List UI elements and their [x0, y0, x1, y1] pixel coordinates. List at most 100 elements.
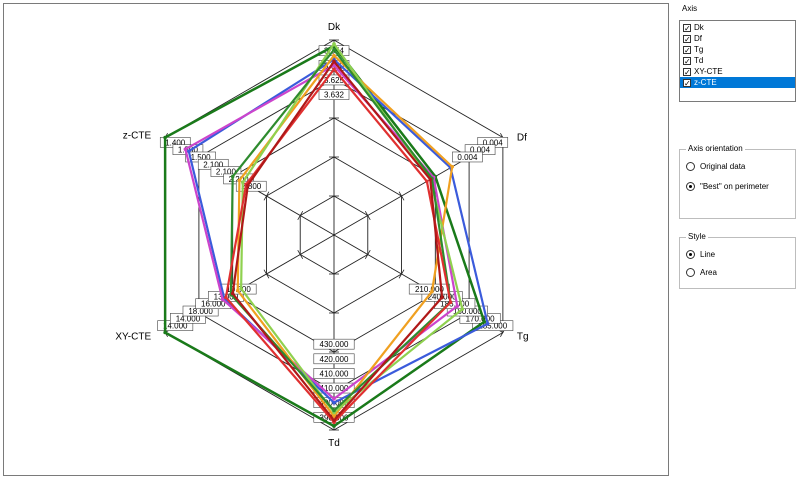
axis-value-box: [313, 368, 355, 379]
axis-tick: [398, 269, 405, 279]
orientation-original-radio[interactable]: Original data: [686, 162, 745, 171]
axis-tick: [364, 210, 371, 221]
axis-item-label: XY-CTE: [694, 67, 723, 76]
axis-value-label: 185.000: [440, 300, 469, 309]
style-area-radio[interactable]: Area: [686, 268, 717, 277]
axis-value-label: 210.000: [415, 285, 444, 294]
series-point: [332, 418, 336, 423]
axis-value-label: 410.000: [320, 384, 349, 393]
series-point: [230, 174, 235, 179]
axis-value-label: 1.400: [165, 138, 186, 147]
series-point: [440, 295, 444, 300]
axis-value-label: 18.000: [188, 307, 213, 316]
series-point: [163, 330, 167, 335]
series-point: [430, 289, 434, 294]
axis-value-label: 0.004: [457, 153, 478, 162]
axis-name-td: Td: [328, 438, 340, 449]
series-point: [186, 149, 191, 153]
series-point: [425, 179, 429, 184]
axis-tick: [297, 249, 304, 260]
axis-orientation-title: Axis orientation: [686, 144, 745, 153]
style-group: Style Line Area: [679, 232, 796, 289]
axis-value-label: 1.500: [191, 153, 212, 162]
axis-item-td[interactable]: ✓ Td: [680, 55, 795, 66]
axis-item-label: Dk: [694, 23, 704, 32]
axis-item-xy-cte[interactable]: ✓ XY-CTE: [680, 66, 795, 77]
radio-icon[interactable]: [686, 162, 695, 171]
axis-item-z-cte[interactable]: ✓ z-CTE: [680, 77, 795, 88]
series-point: [241, 180, 245, 185]
axis-tick: [263, 269, 270, 279]
chart-plot-area: 3.3543.3803.6253.6320.0040.0040.004185.0…: [3, 3, 669, 476]
axis-value-label: 2.100: [216, 168, 237, 177]
axis-item-label: Tg: [694, 45, 704, 54]
axis-value-label: 180.000: [453, 307, 482, 316]
axis-value-box: [313, 353, 355, 365]
axis-value-box: [452, 151, 483, 163]
series-point: [332, 400, 336, 405]
checkbox-icon[interactable]: ✓: [683, 45, 691, 55]
series-point: [183, 147, 188, 151]
style-line-radio[interactable]: Line: [686, 250, 715, 259]
axis-item-label: Df: [694, 34, 702, 43]
series-point: [235, 288, 240, 293]
axis-value-label: 3.625: [324, 76, 345, 85]
axis-name-xy-cte: XY-CTE: [115, 332, 151, 343]
checkbox-icon[interactable]: ✓: [683, 67, 691, 77]
series-point: [239, 286, 243, 291]
axis-panel-title: Axis: [682, 4, 698, 13]
radio-icon[interactable]: [686, 250, 695, 259]
series-point: [332, 59, 336, 64]
radar-chart: 3.3543.3803.6253.6320.0040.0040.004185.0…: [115, 22, 529, 449]
series-point: [332, 47, 336, 52]
orientation-best-radio[interactable]: "Best" on perimeter: [686, 182, 769, 191]
series-point: [482, 319, 487, 324]
axis-item-label: Td: [694, 56, 704, 65]
axis-value-label: 0.004: [470, 146, 491, 155]
axis-value-label: 2.100: [203, 160, 224, 169]
series-point: [332, 67, 336, 72]
checkbox-icon[interactable]: ✓: [683, 34, 691, 44]
series-point: [332, 53, 336, 58]
radio-icon[interactable]: [686, 182, 695, 191]
series-point: [220, 297, 225, 302]
axis-value-label: 14.000: [176, 314, 201, 323]
orientation-best-label: "Best" on perimeter: [700, 182, 769, 191]
axis-item-df[interactable]: ✓ Df: [680, 33, 795, 44]
axis-value-label: 430.000: [320, 340, 349, 349]
series-point: [332, 414, 336, 419]
axis-item-label: z-CTE: [694, 78, 717, 87]
series-point: [246, 183, 250, 188]
axis-value-label: 14.000: [163, 322, 188, 331]
series-point: [428, 177, 433, 182]
series-line-8: [231, 60, 444, 422]
series-point: [332, 408, 336, 413]
axis-name-z-cte: z-CTE: [123, 131, 152, 142]
checkbox-icon[interactable]: ✓: [683, 23, 691, 33]
axis-value-label: 16.000: [201, 300, 226, 309]
style-area-label: Area: [700, 268, 717, 277]
axis-value-label: 420.000: [320, 355, 349, 364]
series-point: [237, 178, 242, 183]
axis-value-label: 0.004: [483, 138, 504, 147]
series-point: [450, 164, 455, 169]
checkbox-icon[interactable]: ✓: [683, 56, 691, 66]
axis-value-label: 170.000: [466, 314, 495, 323]
series-point: [448, 300, 453, 305]
axis-value-label: 2.800: [241, 182, 262, 191]
axis-item-tg[interactable]: ✓ Tg: [680, 44, 795, 55]
axis-tick: [263, 191, 270, 201]
axis-tick: [297, 210, 304, 221]
series-point: [455, 304, 460, 308]
checkbox-icon[interactable]: ✓: [683, 78, 691, 88]
style-title: Style: [686, 232, 708, 241]
series-point: [230, 291, 235, 296]
radio-icon[interactable]: [686, 268, 695, 277]
axis-item-dk[interactable]: ✓ Dk: [680, 22, 795, 33]
axis-list[interactable]: ✓ Dk ✓ Df ✓ Tg ✓ Td ✓ XY-CTE ✓ z-CTE: [679, 20, 796, 102]
axis-tick: [398, 191, 405, 201]
axis-tick: [364, 249, 371, 260]
axis-value-box: [313, 338, 355, 350]
axis-orientation-group: Axis orientation Original data "Best" on…: [679, 144, 796, 219]
axis-name-tg: Tg: [517, 332, 529, 343]
